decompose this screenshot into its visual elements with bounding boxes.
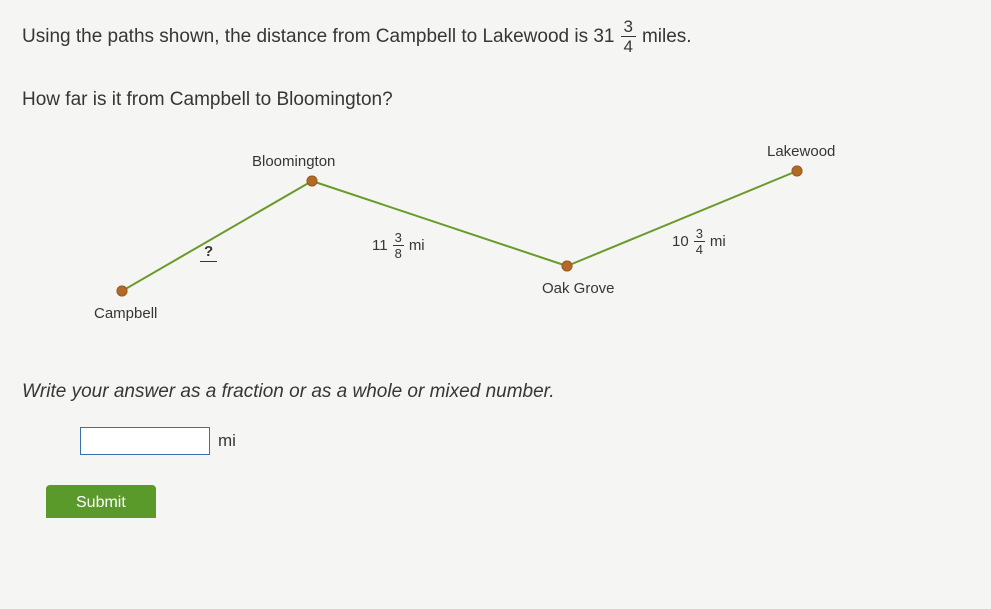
fraction-denominator: 4	[621, 36, 636, 55]
label-campbell: Campbell	[94, 305, 157, 322]
node-campbell	[117, 286, 128, 297]
answer-input[interactable]	[80, 427, 210, 455]
problem-text-a: Using the paths shown, the distance from…	[22, 26, 615, 48]
dist2-unit: mi	[710, 233, 726, 250]
answer-instruction: Write your answer as a fraction or as a …	[22, 381, 969, 403]
submit-button[interactable]: Submit	[46, 485, 156, 518]
submit-label: Submit	[76, 494, 126, 511]
path-lines	[92, 151, 872, 326]
path-diagram: Campbell Bloomington Oak Grove Lakewood …	[92, 151, 872, 326]
label-oakgrove: Oak Grove	[542, 280, 615, 297]
dist2-fraction: 3 4	[694, 227, 705, 256]
distance-oakgrove-lakewood: 10 3 4 mi	[672, 227, 726, 256]
unknown-distance: ?	[200, 243, 217, 260]
label-bloomington: Bloomington	[252, 153, 335, 170]
answer-unit: mi	[218, 431, 236, 451]
label-lakewood: Lakewood	[767, 143, 835, 160]
dist1-denominator: 8	[393, 245, 404, 260]
dist1-fraction: 3 8	[393, 231, 404, 260]
total-distance-fraction: 3 4	[621, 18, 636, 55]
problem-statement-line1: Using the paths shown, the distance from…	[22, 18, 969, 55]
distance-bloomington-oakgrove: 11 3 8 mi	[372, 231, 425, 260]
node-oakgrove	[562, 261, 573, 272]
node-bloomington	[307, 176, 318, 187]
dist2-whole: 10	[672, 233, 689, 250]
dist2-denominator: 4	[694, 241, 705, 256]
question-mark: ?	[200, 243, 217, 262]
dist1-unit: mi	[409, 237, 425, 254]
answer-row: mi	[80, 427, 969, 455]
dist1-whole: 11	[372, 237, 388, 254]
dist2-numerator: 3	[694, 227, 705, 241]
dist1-numerator: 3	[393, 231, 404, 245]
problem-text-b: miles.	[642, 26, 692, 48]
node-lakewood	[792, 166, 803, 177]
fraction-numerator: 3	[621, 18, 636, 36]
problem-question: How far is it from Campbell to Bloomingt…	[22, 89, 969, 111]
